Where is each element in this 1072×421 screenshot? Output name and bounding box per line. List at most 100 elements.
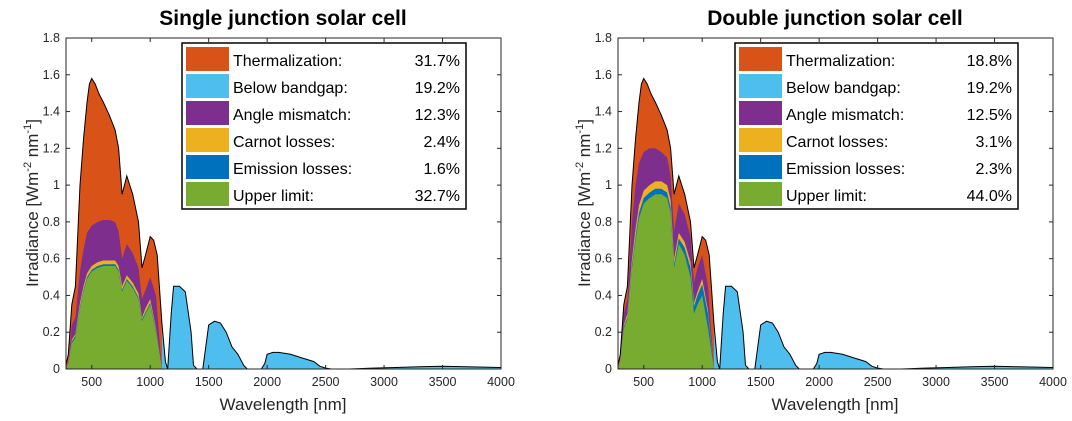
spectrum-outline [617, 77, 1054, 370]
y-tick-label: 0.4 [595, 288, 612, 302]
y-tick-label: 0.8 [43, 215, 60, 229]
y-axis-label-end: ] [23, 119, 42, 124]
y-axis-label: Irradiance [Wm-2 nm-1] [22, 119, 42, 287]
x-tick-label: 2000 [253, 375, 281, 389]
x-tick-label: 3500 [981, 375, 1009, 389]
legend-label: Below bandgap: [786, 80, 901, 97]
legend-item-below-bandgap: Below bandgap: 19.2% [186, 74, 460, 98]
x-axis-label: Wavelength [nm] [220, 395, 347, 414]
legend-label: Upper limit: [233, 188, 314, 205]
y-tick-label: 1.4 [43, 105, 60, 119]
legend-swatch [739, 74, 782, 98]
y-tick-label: 1.8 [595, 31, 612, 45]
legend-box [734, 42, 1019, 210]
legend-box [181, 42, 467, 210]
x-tick-label: 3500 [429, 375, 457, 389]
area-layers [617, 77, 1054, 370]
x-tick-label: 2000 [805, 375, 833, 389]
legend-swatch [739, 47, 782, 71]
area-upper-limit [66, 266, 162, 369]
x-tick-label: 2500 [312, 375, 340, 389]
y-tick-label: 0 [605, 362, 612, 376]
legend-value: 32.7% [415, 188, 460, 205]
legend-item-upper-limit: Upper limit: 44.0% [739, 182, 1012, 206]
legend-swatch [186, 47, 229, 71]
x-tick-label: 1500 [195, 375, 223, 389]
y-axis-ticks: 0 0.2 0.4 0.6 0.8 1 1.2 1.4 1.6 1.8 [595, 31, 1053, 376]
spectrum-outline [65, 77, 502, 370]
x-tick-label: 3000 [922, 375, 950, 389]
y-tick-label: 1.2 [595, 141, 612, 155]
legend-item-emission-losses: Emission losses: 1.6% [186, 155, 460, 179]
y-tick-label: 1 [53, 178, 60, 192]
x-tick-label: 2500 [864, 375, 892, 389]
chart-panel-double-junction: Double junction solar cell 500 1000 1500 20… [574, 7, 1067, 414]
legend-item-angle-mismatch: Angle mismatch: 12.3% [186, 101, 460, 125]
legend-item-carnot-losses: Carnot losses: 2.4% [186, 128, 460, 152]
legend-label: Below bandgap: [233, 80, 348, 97]
y-tick-label: 0.2 [595, 325, 612, 339]
legend-item-thermalization: Thermalization: 18.8% [739, 47, 1012, 71]
y-axis-label-mid: nm [575, 134, 594, 162]
y-tick-label: 1.4 [595, 105, 612, 119]
chart-title: Double junction solar cell [707, 7, 963, 30]
x-tick-label: 1000 [688, 375, 716, 389]
legend-swatch [739, 155, 782, 179]
legend-label: Angle mismatch: [233, 107, 351, 124]
y-tick-label: 0.2 [43, 325, 60, 339]
y-axis-label-sup2: -1 [574, 124, 586, 134]
y-tick-label: 1 [605, 178, 612, 192]
legend-swatch [186, 128, 229, 152]
legend-label: Angle mismatch: [786, 107, 904, 124]
y-tick-label: 0.6 [43, 252, 60, 266]
legend-value: 2.3% [976, 161, 1012, 178]
legend-label: Emission losses: [786, 161, 905, 178]
legend-value: 19.2% [415, 80, 460, 97]
legend-swatch [186, 155, 229, 179]
legend-swatch [739, 182, 782, 206]
legend-value: 3.1% [976, 134, 1012, 151]
legend-value: 31.7% [415, 53, 460, 70]
legend-swatch [186, 74, 229, 98]
legend-value: 12.5% [967, 107, 1012, 124]
legend-item-below-bandgap: Below bandgap: 19.2% [739, 74, 1012, 98]
y-tick-label: 1.6 [43, 68, 60, 82]
legend: Thermalization: 31.7% Below bandgap: 19.… [181, 42, 467, 210]
area-layers [65, 77, 502, 370]
x-tick-label: 4000 [1039, 375, 1067, 389]
x-tick-label: 1000 [136, 375, 164, 389]
y-axis-label: Irradiance [Wm-2 nm-1] [574, 119, 594, 287]
y-tick-label: 1.6 [595, 68, 612, 82]
legend-label: Carnot losses: [233, 134, 335, 151]
legend-value: 1.6% [424, 161, 460, 178]
chart-title: Single junction solar cell [159, 7, 406, 30]
plot-frame [65, 37, 502, 370]
legend-swatch [739, 101, 782, 125]
legend: Thermalization: 18.8% Below bandgap: 19.… [734, 42, 1019, 210]
x-tick-label: 500 [81, 375, 102, 389]
legend-label: Emission losses: [233, 161, 352, 178]
x-tick-label: 1500 [747, 375, 775, 389]
legend-label: Thermalization: [786, 53, 895, 70]
legend-label: Carnot losses: [786, 134, 888, 151]
chart-panel-single-junction: Single junction solar cell 500 1000 1500 20… [22, 7, 515, 414]
y-axis-ticks: 0 0.2 0.4 0.6 0.8 1 1.2 1.4 1.6 1.8 [43, 31, 501, 376]
y-tick-label: 1.8 [43, 31, 60, 45]
legend-swatch [186, 182, 229, 206]
legend-label: Upper limit: [786, 188, 867, 205]
legend-item-angle-mismatch: Angle mismatch: 12.5% [739, 101, 1012, 125]
x-tick-label: 4000 [487, 375, 515, 389]
x-tick-label: 500 [633, 375, 654, 389]
y-axis-label-sup1: -2 [22, 162, 34, 172]
y-axis-label-main: Irradiance [Wm [23, 172, 42, 287]
area-below-bandgap [618, 78, 1053, 369]
y-tick-label: 1.2 [43, 141, 60, 155]
y-tick-label: 0.6 [595, 252, 612, 266]
x-axis-ticks: 500 1000 1500 2000 2500 3000 3500 4000 [81, 38, 515, 389]
legend-value: 18.8% [967, 53, 1012, 70]
x-tick-label: 3000 [370, 375, 398, 389]
legend-item-carnot-losses: Carnot losses: 3.1% [739, 128, 1012, 152]
x-axis-label: Wavelength [nm] [772, 395, 899, 414]
y-axis-label-main: Irradiance [Wm [575, 172, 594, 287]
area-upper-limit [618, 194, 714, 369]
